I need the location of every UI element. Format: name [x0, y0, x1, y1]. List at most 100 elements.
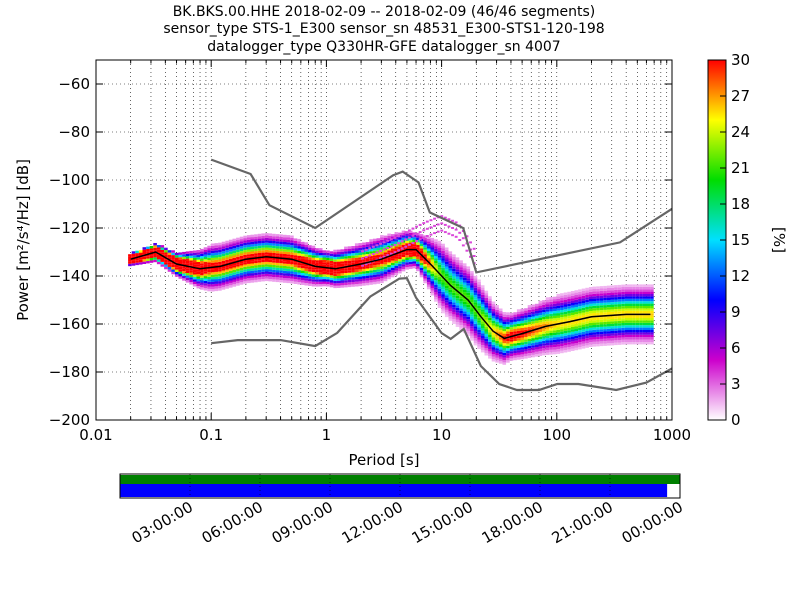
- psd-cell: [336, 278, 341, 281]
- psd-cell: [434, 246, 438, 249]
- psd-cell: [254, 239, 258, 242]
- psd-cell: [290, 245, 294, 248]
- psd-cell: [275, 258, 280, 261]
- psd-cell: [578, 303, 582, 307]
- timeline-tick-label: 15:00:00: [409, 498, 476, 547]
- psd-cell: [502, 340, 507, 344]
- psd-cell: [473, 343, 478, 346]
- psd-cell: [650, 291, 654, 294]
- psd-cell: [243, 245, 247, 248]
- psd-cell: [646, 322, 651, 326]
- psd-cell: [495, 314, 499, 317]
- psd-cell: [588, 344, 593, 347]
- psd-cell: [336, 252, 341, 255]
- psd-cell: [447, 218, 451, 221]
- psd-cell: [389, 245, 393, 248]
- psd-cell: [160, 261, 165, 265]
- psd-cell: [444, 264, 449, 267]
- psd-cell: [426, 272, 431, 275]
- psd-cell: [290, 278, 294, 282]
- psd-cell: [264, 252, 269, 255]
- psd-cell: [351, 250, 355, 254]
- psd-cell: [596, 332, 600, 335]
- psd-cell: [372, 262, 377, 266]
- psd-cell: [426, 246, 431, 249]
- psd-cell: [448, 287, 453, 290]
- psd-cell: [408, 249, 413, 253]
- psd-cell: [386, 239, 390, 242]
- psd-cell: [340, 275, 345, 279]
- psd-cell: [567, 306, 571, 309]
- psd-cell: [311, 274, 316, 277]
- psd-cell: [326, 269, 330, 273]
- psd-cell: [477, 296, 481, 299]
- psd-cell: [527, 345, 532, 349]
- psd-cell: [560, 317, 564, 320]
- psd-cell: [621, 306, 625, 309]
- psd-cell: [484, 309, 489, 313]
- psd-cell: [354, 274, 359, 277]
- psd-cell: [401, 235, 406, 238]
- psd-cell: [639, 296, 643, 299]
- psd-cell: [545, 352, 550, 355]
- psd-cell: [405, 243, 409, 246]
- psd-cell: [434, 251, 438, 254]
- psd-cell: [192, 276, 197, 280]
- psd-cell: [189, 262, 193, 266]
- psd-cell: [534, 311, 539, 314]
- psd-cell: [264, 266, 269, 270]
- psd-cell: [228, 270, 233, 274]
- psd-cell: [279, 280, 283, 283]
- psd-cell: [372, 238, 377, 242]
- psd-cell: [545, 304, 550, 307]
- psd-cell: [549, 333, 553, 336]
- y-tick-label: −60: [58, 75, 90, 93]
- psd-cell: [192, 264, 197, 268]
- psd-cell: [628, 284, 633, 287]
- psd-cell: [250, 241, 255, 245]
- psd-cell: [405, 262, 409, 265]
- psd-cell: [628, 303, 633, 306]
- y-tick-label: −120: [49, 219, 90, 237]
- psd-cell: [635, 296, 640, 299]
- psd-cell: [416, 247, 420, 250]
- psd-cell: [156, 257, 161, 260]
- psd-cell: [434, 272, 438, 276]
- psd-cell: [642, 315, 647, 318]
- psd-cell: [610, 297, 615, 300]
- psd-cell: [448, 258, 453, 261]
- psd-cell: [196, 252, 201, 255]
- psd-cell: [581, 291, 586, 294]
- psd-cell: [614, 299, 618, 302]
- psd-cell: [383, 238, 388, 241]
- psd-cell: [628, 332, 633, 335]
- psd-cell: [178, 269, 183, 272]
- psd-cell: [592, 329, 597, 333]
- psd-cell: [419, 258, 424, 261]
- psd-cell: [207, 248, 211, 251]
- psd-cell: [488, 339, 492, 342]
- psd-cell: [578, 327, 582, 331]
- psd-cell: [592, 303, 597, 306]
- psd-cell: [185, 256, 190, 259]
- psd-cell: [621, 318, 625, 321]
- psd-cell: [570, 298, 575, 301]
- psd-cell: [448, 316, 453, 319]
- psd-cell: [369, 282, 373, 285]
- psd-cell: [304, 261, 309, 264]
- psd-cell: [603, 305, 607, 308]
- x-tick-label: 100: [542, 426, 571, 444]
- psd-cell: [621, 287, 625, 290]
- psd-cell: [444, 252, 449, 255]
- psd-cell: [502, 328, 507, 332]
- psd-cell: [250, 273, 255, 276]
- psd-cell: [434, 241, 438, 245]
- psd-cell: [354, 281, 359, 285]
- psd-cell: [128, 261, 132, 264]
- psd-cell: [254, 265, 258, 268]
- psd-cell: [430, 281, 435, 284]
- psd-cell: [614, 292, 618, 295]
- psd-cell: [491, 349, 496, 352]
- psd-cell: [286, 268, 291, 272]
- psd-cell: [488, 308, 492, 311]
